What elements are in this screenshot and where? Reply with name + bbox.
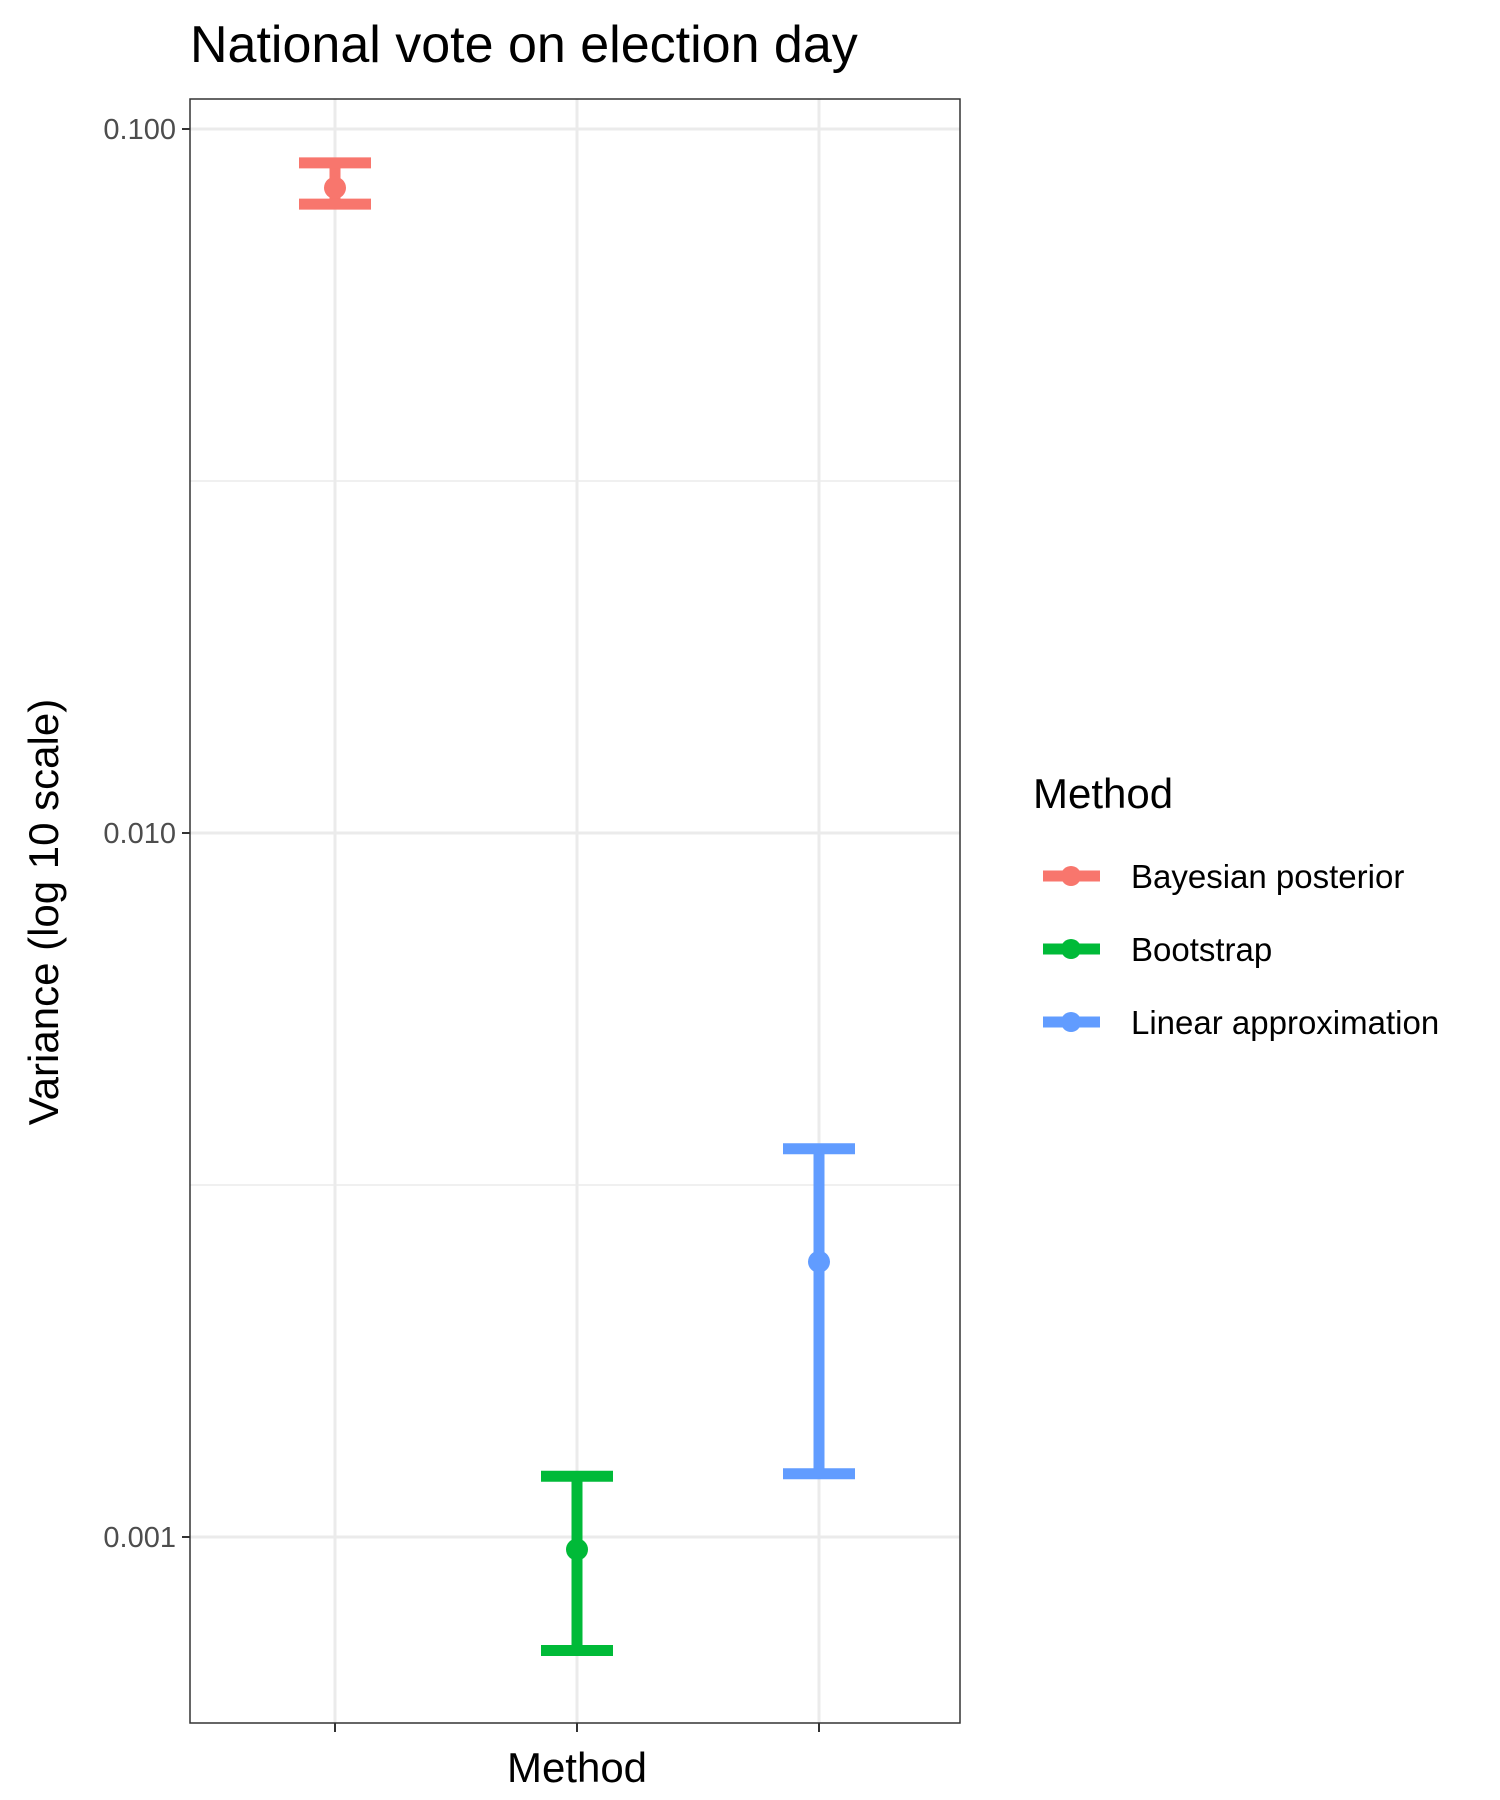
x-axis-ticks — [334, 1723, 820, 1732]
y-axis-ticks: 0.100 0.010 0.001 — [103, 114, 190, 1554]
point-estimate — [566, 1538, 588, 1561]
legend-key-point — [1061, 866, 1081, 886]
y-tick-label: 0.100 — [103, 114, 176, 146]
legend-title: Method — [1033, 770, 1173, 817]
legend-key-point — [1061, 939, 1081, 959]
legend-key-point — [1061, 1012, 1081, 1032]
point-estimate — [324, 176, 346, 199]
legend: Method Bayesian posterior Bootstrap Linear… — [1033, 770, 1439, 1041]
point-estimate — [808, 1250, 830, 1273]
y-axis-title: Variance (log 10 scale) — [20, 699, 67, 1125]
chart-marks — [299, 157, 855, 1656]
legend-label: Bayesian posterior — [1131, 858, 1404, 895]
panel-border — [189, 98, 961, 1724]
legend-label: Linear approximation — [1131, 1004, 1439, 1041]
legend-item: Linear approximation — [1043, 1004, 1439, 1041]
y-tick-label: 0.001 — [103, 1522, 176, 1554]
x-axis-title: Method — [507, 1744, 647, 1791]
errorbar-linear-approximation — [783, 1143, 855, 1480]
errorbar-bayesian-posterior — [299, 157, 371, 210]
chart-title: National vote on election day — [190, 16, 858, 74]
y-tick-label: 0.010 — [103, 818, 176, 850]
legend-label: Bootstrap — [1131, 931, 1272, 968]
errorbar-bootstrap — [541, 1470, 613, 1656]
legend-item: Bootstrap — [1043, 931, 1272, 968]
legend-item: Bayesian posterior — [1043, 858, 1404, 895]
legend-items: Bayesian posterior Bootstrap Linear approx… — [1043, 858, 1439, 1041]
